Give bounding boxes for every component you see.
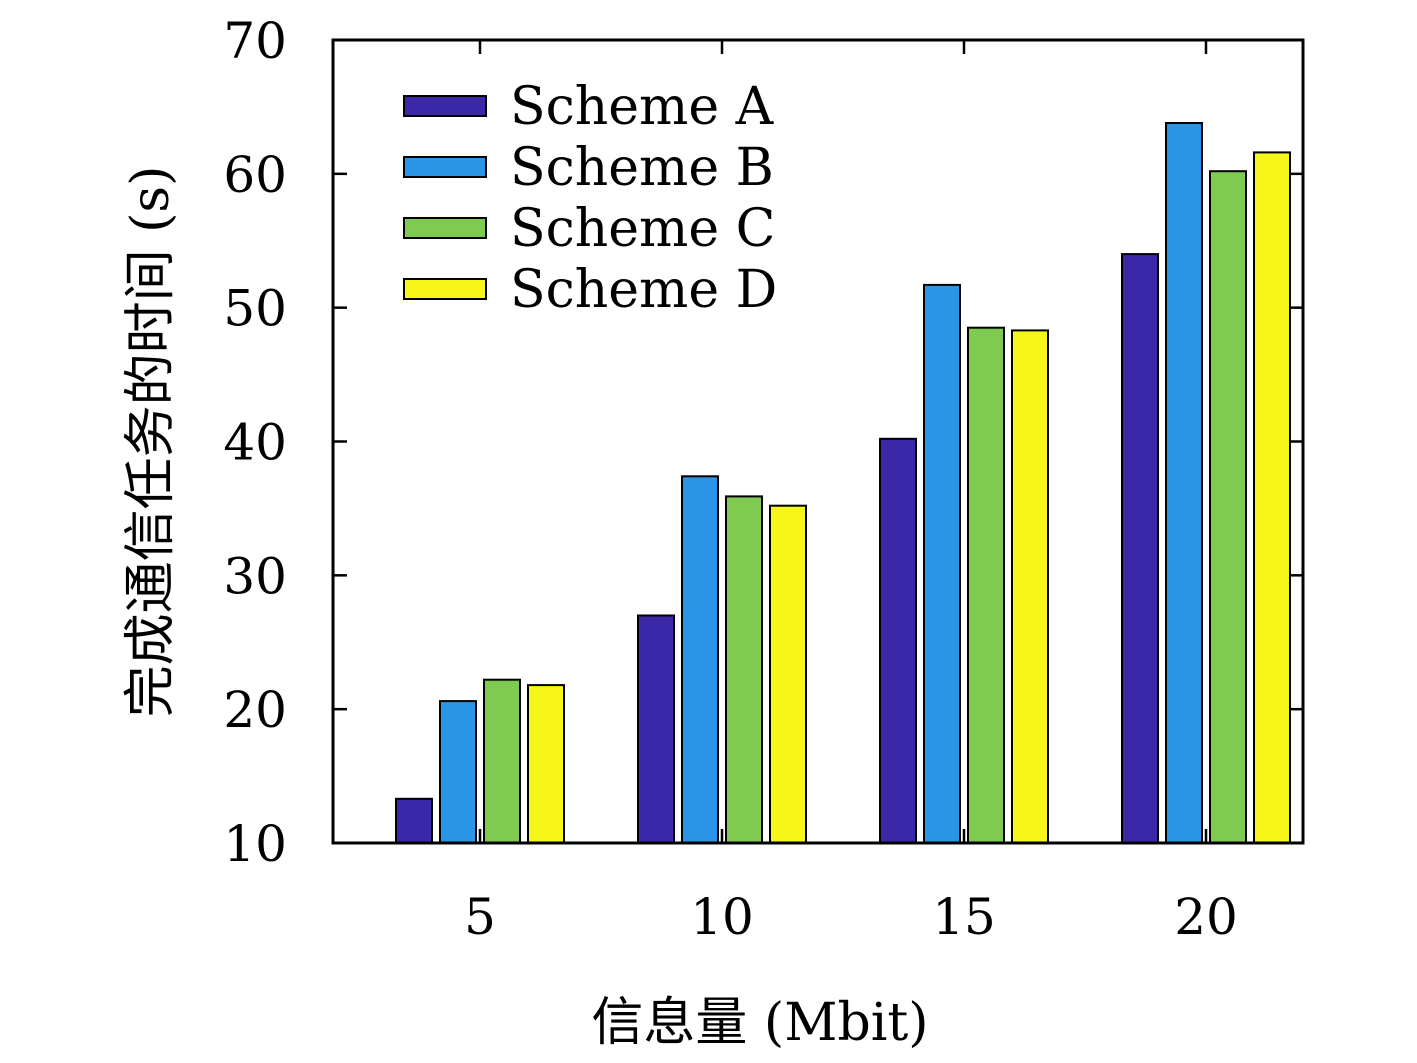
y-tick-label: 10 — [223, 815, 287, 873]
legend-label-scheme-c: Scheme C — [510, 199, 775, 259]
bar-scheme-c-20 — [1209, 170, 1247, 844]
y-tick-label: 50 — [223, 280, 287, 338]
y-tick-label: 40 — [223, 414, 287, 472]
ticks-layer: 10 20 30 40 50 60 70 5 10 15 20 — [223, 12, 1303, 946]
bar-scheme-a-10 — [637, 614, 675, 844]
bar-scheme-d-20 — [1253, 151, 1291, 844]
legend-label-scheme-a: Scheme A — [510, 77, 775, 137]
bar-scheme-b-20 — [1165, 122, 1203, 844]
y-tick-label: 20 — [223, 681, 287, 739]
bar-scheme-c-15 — [967, 326, 1005, 844]
bar-scheme-d-10 — [769, 504, 807, 844]
legend-swatch-scheme-a — [403, 95, 487, 117]
bar-scheme-a-5 — [395, 797, 433, 844]
x-tick-label: 20 — [1174, 888, 1238, 946]
x-axis-title: 信息量 (Mbit) — [591, 993, 928, 1053]
y-tick-label: 60 — [223, 146, 287, 204]
bar-scheme-b-15 — [923, 283, 961, 844]
bar-scheme-a-20 — [1121, 253, 1159, 845]
y-tick-label: 70 — [223, 12, 287, 70]
bar-scheme-a-15 — [879, 437, 917, 844]
bar-scheme-c-10 — [725, 495, 763, 844]
legend-label-scheme-b: Scheme B — [510, 138, 774, 198]
bar-scheme-d-15 — [1011, 329, 1049, 844]
y-tick-label: 30 — [223, 547, 287, 605]
bar-scheme-b-5 — [439, 700, 477, 844]
bars-layer — [395, 122, 1291, 845]
legend-swatch-scheme-d — [403, 278, 487, 300]
legend-swatch-scheme-c — [403, 217, 487, 239]
legend-label-scheme-d: Scheme D — [510, 260, 777, 320]
y-axis-title: 完成通信任务的时间 (s) — [121, 166, 181, 718]
x-tick-label: 5 — [464, 888, 496, 946]
x-tick-label: 15 — [932, 888, 996, 946]
bar-scheme-b-10 — [681, 475, 719, 844]
bar-scheme-c-5 — [483, 678, 521, 845]
bar-scheme-d-5 — [527, 684, 565, 844]
legend-swatch-scheme-b — [403, 156, 487, 178]
x-tick-label: 10 — [690, 888, 754, 946]
